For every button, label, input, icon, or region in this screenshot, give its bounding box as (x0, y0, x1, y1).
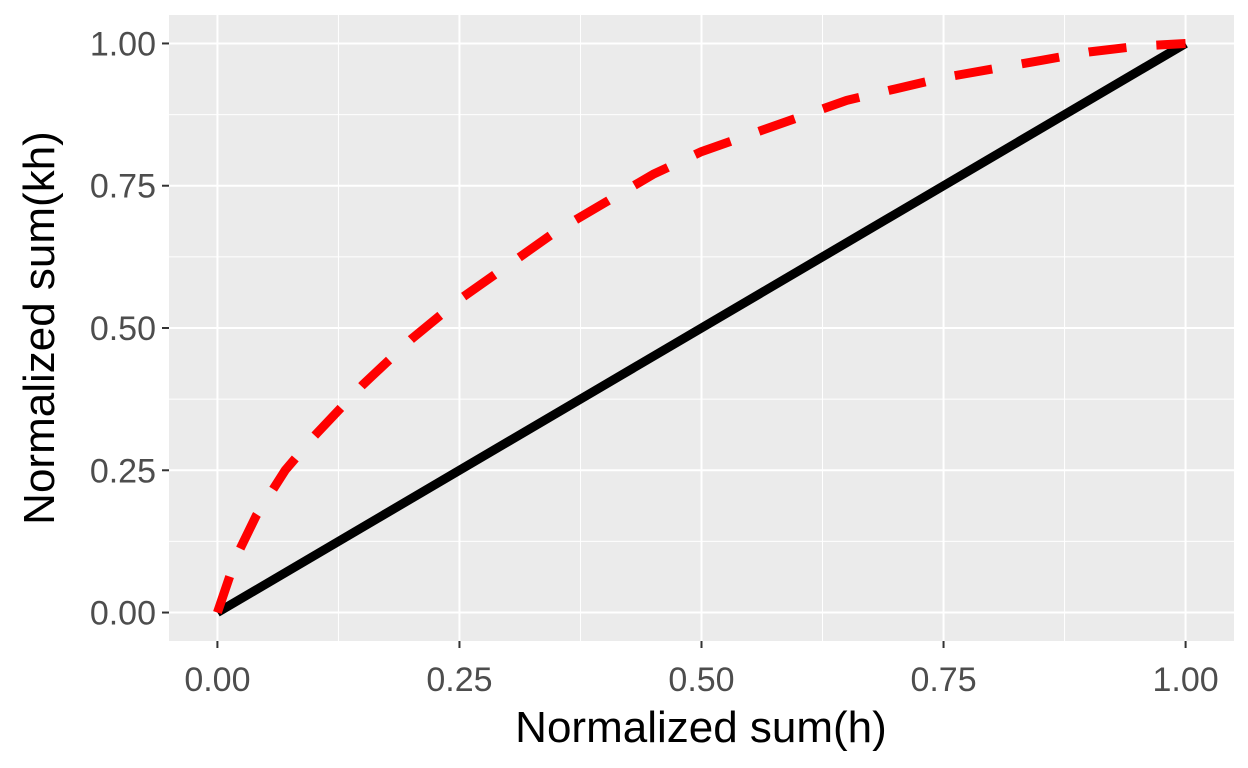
y-tick-label: 0.25 (90, 452, 156, 490)
dashed-series-line (213, 38, 1186, 614)
solid-series-line (215, 39, 1188, 617)
tick-marks (162, 42, 1187, 648)
x-tick-label: 1.00 (1152, 661, 1218, 699)
tick-labels: 0.00 0.25 0.50 0.75 1.00 0.00 0.25 0.50 0.75 1.00 (90, 25, 1219, 699)
x-tick-label: 0.50 (668, 661, 734, 699)
x-tick-label: 0.75 (910, 661, 976, 699)
x-tick-label: 0.00 (184, 661, 250, 699)
data-lines (213, 38, 1188, 617)
y-tick-label: 0.75 (90, 168, 156, 206)
y-tick-label: 0.50 (90, 310, 156, 348)
y-tick-label: 0.00 (90, 595, 156, 633)
x-axis-title: Normalized sum(h) (515, 703, 887, 752)
y-axis-title: Normalized sum(kh) (15, 131, 64, 525)
x-tick-label: 0.25 (426, 661, 492, 699)
y-tick-label: 1.00 (90, 25, 156, 63)
